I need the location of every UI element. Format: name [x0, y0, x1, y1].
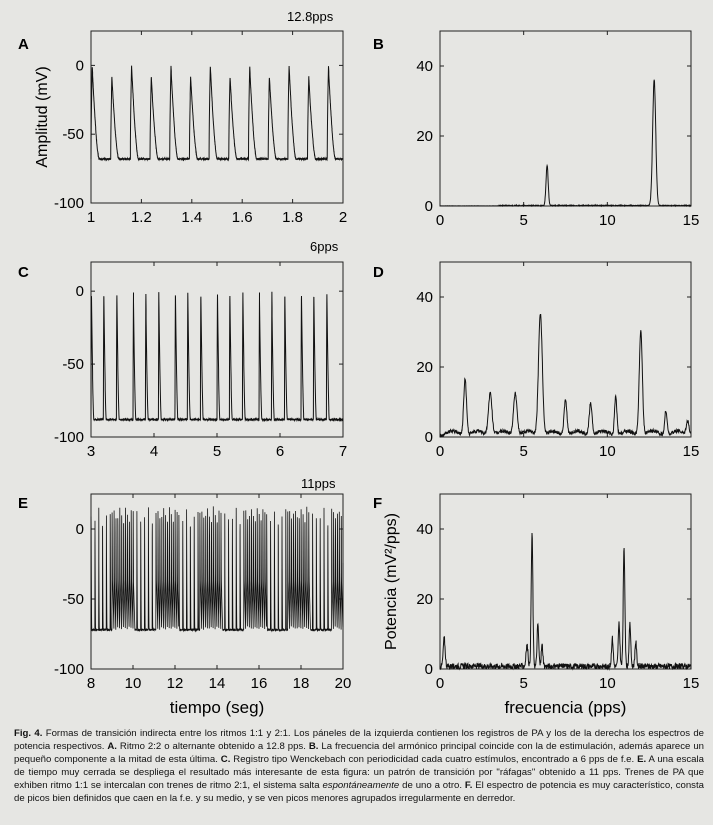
caption-segment: Fig. 4. [14, 728, 43, 739]
x-tick-label: 5 [519, 212, 527, 229]
y-tick-label: 40 [416, 289, 433, 306]
chart-panel-d: 0 5 10 15 0 20 40 [416, 261, 700, 460]
y-axis-label: Potencia (mV²/pps) [383, 513, 400, 650]
y-tick-label: 0 [425, 198, 433, 215]
panel-letter-a: A [18, 36, 29, 53]
x-tick-label: 1 [87, 209, 95, 226]
x-tick-label: 15 [683, 675, 700, 692]
chart-panel-c: 3 4 5 6 7 0 -50 -100 [54, 261, 347, 460]
data-line-panel-f [439, 532, 692, 671]
caption-segment: E. [637, 754, 647, 766]
x-tick-label: 15 [683, 443, 700, 460]
y-tick-label: -50 [62, 591, 84, 608]
x-tick-label: 0 [436, 212, 444, 229]
data-line-panel-d [439, 314, 692, 438]
panel-letter-e: E [18, 495, 28, 512]
x-tick-label: 8 [87, 675, 95, 692]
x-tick-label: 15 [683, 212, 700, 229]
caption-segment: C. [220, 754, 231, 766]
caption-segment: A una escala de tiempo muy cerrada se de… [14, 754, 704, 792]
y-tick-label: 0 [425, 661, 433, 678]
caption-segment: Ritmo 2:2 o alternante obtenido a 12.8 p… [116, 741, 309, 753]
x-tick-label: 7 [339, 443, 347, 460]
y-tick-label: 0 [76, 283, 84, 300]
rate-label-c: 6pps [310, 239, 339, 254]
x-tick-label: 0 [436, 443, 444, 460]
y-tick-label: 0 [425, 429, 433, 446]
rate-label-e: 11pps [301, 476, 336, 491]
x-tick-label: 1.4 [181, 209, 202, 226]
x-tick-label: 1.6 [232, 209, 253, 226]
x-tick-label: 4 [150, 443, 158, 460]
y-tick-label: -50 [62, 356, 84, 373]
rate-label-a: 12.8pps [287, 9, 334, 24]
y-tick-label: 0 [76, 57, 84, 74]
caption-segment: B. [308, 741, 319, 753]
x-tick-label: 3 [87, 443, 95, 460]
x-tick-label: 6 [276, 443, 284, 460]
caption-segment: A. [107, 741, 117, 753]
x-axis-label: frecuencia (pps) [505, 698, 627, 717]
x-tick-label: 14 [209, 675, 226, 692]
x-tick-label: 12 [167, 675, 184, 692]
x-tick-label: 10 [599, 675, 616, 692]
x-tick-label: 10 [599, 443, 616, 460]
x-tick-label: 2 [339, 209, 347, 226]
plot-frame [439, 493, 692, 670]
panel-letter-d: D [373, 264, 384, 281]
caption-segment: Registro tipo Wenckebach con periodicida… [230, 754, 638, 766]
data-line-panel-b [439, 79, 692, 208]
y-tick-label: -50 [62, 126, 84, 143]
x-tick-label: 1.2 [131, 209, 152, 226]
plot-frame [90, 30, 344, 204]
y-axis-label: Amplitud (mV) [34, 66, 51, 167]
y-tick-label: 20 [416, 359, 433, 376]
x-tick-label: 5 [519, 443, 527, 460]
data-line-panel-c [90, 291, 344, 423]
x-tick-label: 5 [519, 675, 527, 692]
caption-segment: La frecuencia del armónico principal coi… [14, 741, 704, 766]
y-tick-label: 0 [76, 521, 84, 538]
y-tick-label: 20 [416, 128, 433, 145]
x-tick-label: 0 [436, 675, 444, 692]
x-tick-label: 1.8 [282, 209, 303, 226]
caption-segment: espontáneamente [322, 780, 400, 792]
y-tick-label: 40 [416, 521, 433, 538]
panel-letter-f: F [373, 495, 382, 512]
data-line-panel-a [90, 65, 344, 162]
caption-segment: El espectro de potencia es muy caracterí… [14, 780, 704, 805]
x-axis-label: tiempo (seg) [170, 698, 264, 717]
y-tick-label: -100 [54, 661, 84, 678]
y-tick-label: 20 [416, 591, 433, 608]
panel-letter-c: C [18, 264, 29, 281]
x-tick-label: 10 [599, 212, 616, 229]
x-tick-label: 20 [335, 675, 352, 692]
y-tick-label: -100 [54, 195, 84, 212]
chart-panel-a: 1 1.2 1.4 1.6 1.8 2 0 -50 -100 Amplitud (mV) [34, 30, 347, 226]
panel-letter-b: B [373, 36, 384, 53]
y-tick-label: -100 [54, 429, 84, 446]
chart-panel-e: 8 10 12 14 16 18 20 0 -50 -100 tiempo (seg) [54, 493, 352, 717]
x-tick-label: 18 [293, 675, 310, 692]
x-tick-label: 5 [213, 443, 221, 460]
caption-segment: de uno a otro. [399, 780, 465, 792]
x-tick-label: 10 [125, 675, 142, 692]
figure-caption: Fig. 4. Formas de transición indirecta e… [14, 727, 704, 806]
plot-frame [439, 261, 692, 438]
chart-panel-b: 0 5 10 15 0 20 40 [416, 30, 700, 229]
chart-panel-f: 0 5 10 15 0 20 40 Potencia (mV²/pps) frecuencia … [383, 493, 700, 717]
y-tick-label: 40 [416, 58, 433, 75]
caption-segment: F. [464, 780, 473, 792]
data-line-panel-e [90, 506, 344, 633]
x-tick-label: 16 [251, 675, 268, 692]
caption-segment: Formas de transición indirecta entre los… [14, 728, 705, 753]
